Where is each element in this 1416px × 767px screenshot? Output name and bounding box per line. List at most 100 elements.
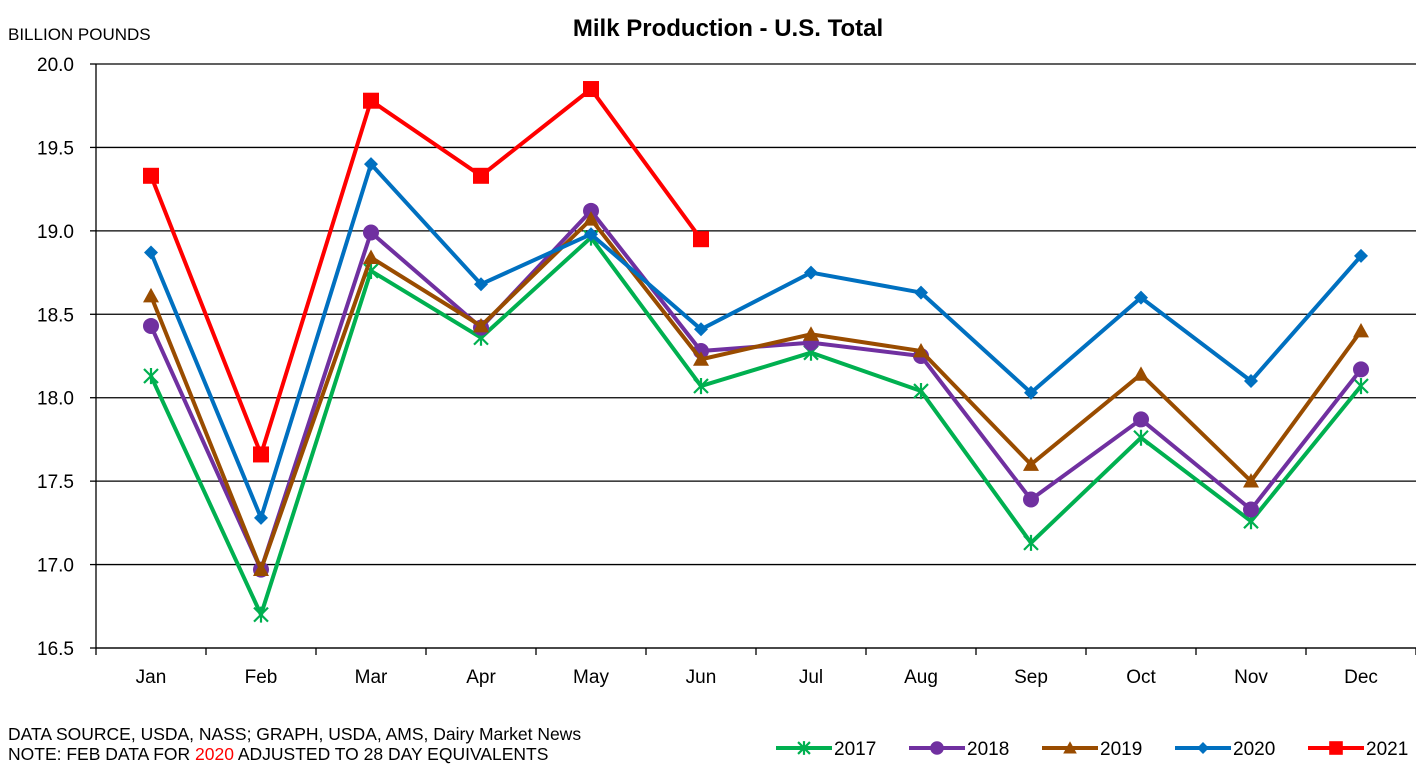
- data-point-2019-Jan: [143, 287, 159, 303]
- data-point-2017-Jan: [143, 367, 159, 385]
- series-2020: [144, 157, 1368, 525]
- data-point-2020-Nov: [1244, 374, 1258, 389]
- data-point-2018-Mar: [363, 224, 379, 241]
- y-tick-label: 20.0: [37, 55, 74, 76]
- legend-marker: [1197, 742, 1209, 754]
- x-tick-label: Mar: [355, 667, 388, 688]
- data-point-2017-Oct: [1133, 429, 1149, 446]
- series-line-2017: [149, 234, 1363, 621]
- series-2017: [143, 229, 1369, 623]
- chart-title: Milk Production - U.S. Total: [573, 15, 883, 42]
- legend-label: 2021: [1366, 739, 1408, 760]
- note-suffix: ADJUSTED TO 28 DAY EQUIVALENTS: [233, 744, 549, 764]
- adjustment-note: NOTE: FEB DATA FOR 2020 ADJUSTED TO 28 D…: [8, 744, 581, 764]
- y-tick-label: 16.5: [37, 639, 74, 660]
- data-point-2020-Aug: [914, 285, 928, 300]
- footer-notes: DATA SOURCE, USDA, NASS; GRAPH, USDA, AM…: [8, 724, 581, 764]
- x-tick-label: Nov: [1234, 667, 1268, 688]
- note-prefix: NOTE: FEB DATA FOR: [8, 744, 196, 764]
- star-stroke: [693, 377, 709, 395]
- data-point-2019-Feb: [253, 561, 269, 576]
- legend: 2017 2018 2019 2020 2021: [776, 739, 1408, 760]
- data-point-2020-Jul: [804, 265, 818, 280]
- star-stroke: [1023, 534, 1039, 551]
- series-2021: [143, 81, 709, 463]
- data-point-2020-Mar: [364, 157, 378, 172]
- legend-label: 2017: [834, 739, 876, 760]
- data-point-2018-Jan: [143, 317, 159, 334]
- y-tick-label: 17.0: [37, 556, 74, 577]
- data-point-2020-Sep: [1024, 385, 1038, 400]
- y-axis-label: BILLION POUNDS: [8, 25, 151, 44]
- data-point-2018-May: [583, 202, 599, 219]
- x-tick-label: Apr: [466, 667, 496, 688]
- data-point-2021-May: [583, 81, 599, 98]
- data-point-2019-Jun: [693, 351, 709, 366]
- x-tick-label: Jan: [136, 667, 167, 688]
- y-tick-label: 18.0: [37, 389, 74, 410]
- y-tick-label: 18.5: [37, 305, 74, 326]
- x-tick-label: Jul: [799, 667, 823, 688]
- data-point-2020-Feb: [254, 510, 268, 525]
- legend-label: 2020: [1233, 739, 1275, 760]
- data-point-2021-Mar: [363, 92, 379, 109]
- x-tick-label: Dec: [1344, 667, 1378, 688]
- star-stroke: [797, 741, 811, 755]
- x-tick-label: Aug: [904, 667, 938, 688]
- data-point-2020-Oct: [1134, 290, 1148, 305]
- data-point-2021-Feb: [253, 446, 269, 463]
- data-point-2019-Apr: [473, 317, 489, 333]
- legend-item-2020: 2020: [1175, 739, 1275, 760]
- legend-label: 2018: [967, 739, 1009, 760]
- x-tick-label: Jun: [686, 667, 717, 688]
- data-point-2018-Dec: [1353, 361, 1369, 378]
- data-point-2019-Mar: [363, 249, 379, 264]
- data-point-2020-May: [584, 227, 598, 242]
- x-tick-label: Feb: [245, 667, 278, 688]
- legend-label: 2019: [1100, 739, 1142, 760]
- data-point-2021-Jan: [143, 167, 159, 184]
- series-2018: [143, 202, 1369, 578]
- legend-marker: [1329, 741, 1343, 755]
- data-point-2021-Apr: [473, 167, 489, 184]
- axes: 16.5 17.0 17.5 18.0 18.5 19.0 19.5 20.0 Jan Feb Ma…: [37, 55, 1416, 688]
- data-point-2017-Sep: [1023, 534, 1039, 551]
- data-point-2018-Sep: [1023, 491, 1039, 508]
- data-point-2021-Jun: [693, 231, 709, 248]
- data-point-2020-Jan: [144, 245, 158, 260]
- data-point-2020-Jun: [694, 322, 708, 337]
- legend-marker: [930, 741, 944, 755]
- data-point-2018-Nov: [1243, 501, 1259, 518]
- x-tick-label: May: [573, 667, 609, 688]
- series-line-2020: [149, 160, 1363, 524]
- x-tick-label: Sep: [1014, 667, 1048, 688]
- data-point-2020-Apr: [474, 277, 488, 292]
- data-point-2017-Aug: [913, 382, 929, 400]
- y-tick-label: 19.0: [37, 222, 74, 243]
- legend-marker: [797, 741, 811, 755]
- star-stroke: [1353, 377, 1369, 395]
- data-point-2017-Jun: [693, 377, 709, 395]
- data-point-2019-Sep: [1023, 456, 1039, 471]
- data-point-2020-Dec: [1354, 248, 1368, 263]
- legend-item-2018: 2018: [909, 739, 1009, 760]
- star-stroke: [1133, 429, 1149, 446]
- legend-item-2017: 2017: [776, 739, 876, 760]
- legend-item-2019: 2019: [1042, 739, 1142, 760]
- series-line-2019: [149, 216, 1363, 576]
- data-source-note: DATA SOURCE, USDA, NASS; GRAPH, USDA, AM…: [8, 724, 582, 744]
- series-2019: [143, 211, 1369, 576]
- data-point-2019-May: [583, 211, 599, 226]
- data-point-2019-Aug: [913, 342, 929, 358]
- star-stroke: [253, 606, 269, 623]
- series-line-2021: [149, 86, 703, 461]
- legend-marker: [1063, 741, 1077, 754]
- data-point-2017-Dec: [1353, 377, 1369, 395]
- y-tick-label: 19.5: [37, 138, 74, 159]
- series-group: [143, 81, 1369, 623]
- x-tick-label: Oct: [1126, 667, 1156, 688]
- data-point-2019-Jul: [803, 326, 819, 341]
- star-stroke: [143, 367, 159, 385]
- data-point-2018-Oct: [1133, 411, 1149, 428]
